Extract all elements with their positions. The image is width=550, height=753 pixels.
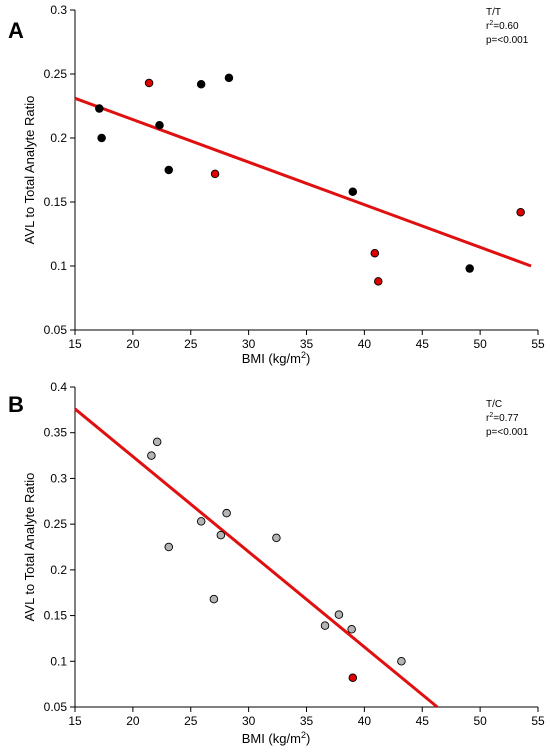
- panel-b-y-label: AVL to Total Analyte Ratio: [22, 473, 37, 622]
- panel-a-x-tick-label: 35: [300, 337, 314, 351]
- panel-a-p-value: p=<0.001: [486, 35, 529, 46]
- panel-a-genotype-label: T/T: [486, 7, 501, 18]
- panel-b-y-tick-label: 0.4: [50, 380, 67, 394]
- panel-b-p-value: p=<0.001: [486, 427, 529, 438]
- panel-b-regression-line: [74, 407, 439, 709]
- panel-b-point-gray: [397, 657, 406, 666]
- panel-b: B 0.05 0.1 0.15 0.2 0.25 0.3 0.35 0.4 15 20 25 30 3…: [8, 380, 545, 746]
- panel-a-x-tick-label: 45: [416, 337, 430, 351]
- panel-a-x-tick-label: 55: [531, 337, 545, 351]
- panel-b-r-squared: r2=0.77: [486, 412, 519, 424]
- panel-a-x-tick-label: 25: [184, 337, 198, 351]
- panel-b-x-tick-label: 45: [416, 714, 430, 728]
- panel-b-point-gray: [152, 437, 162, 447]
- panel-b-y-tick-label: 0.1: [50, 654, 67, 668]
- panel-b-stats-annotation: T/C r2=0.77 p=<0.001: [486, 399, 529, 438]
- panel-b-y-tick-label: 0.3: [50, 471, 67, 485]
- panel-a-point-black: [155, 120, 164, 130]
- panel-a-point-red: [210, 169, 220, 179]
- panel-b-point-gray: [334, 610, 344, 619]
- panel-a-regression-line: [74, 96, 532, 268]
- panel-b-x-tick-label: 15: [68, 714, 82, 728]
- panel-b-y-tick-label: 0.15: [44, 609, 68, 623]
- panel-a-y-tick-label: 0.1: [50, 259, 67, 273]
- panel-a-point-black: [465, 264, 474, 273]
- panel-b-point-gray: [320, 621, 330, 630]
- panel-a-x-tick-label: 30: [242, 337, 256, 351]
- panel-a-point-black: [97, 133, 106, 143]
- panel-a-y-tick-label: 0.05: [44, 323, 68, 337]
- panel-a-x-tick-label: 50: [473, 337, 487, 351]
- panel-b-genotype-label: T/C: [486, 399, 502, 410]
- panel-b-y-tick-label: 0.25: [44, 517, 68, 531]
- panel-a-point-red: [374, 277, 383, 286]
- panel-a-x-ticks: 15 20 25 30 35 40 45 50 55: [68, 330, 545, 351]
- panel-b-point-gray: [216, 530, 226, 540]
- panel-b-x-tick-label: 30: [242, 714, 256, 728]
- panel-a-points: [95, 73, 525, 286]
- panel-a-x-tick-label: 15: [68, 337, 82, 351]
- panel-a-stats-annotation: T/T r2=0.60 p=<0.001: [486, 7, 529, 46]
- panel-b-point-gray: [164, 542, 174, 552]
- panel-a-letter: A: [8, 18, 24, 43]
- panel-a-point-black: [224, 73, 234, 83]
- panel-b-letter: B: [8, 392, 24, 417]
- panel-b-x-tick-label: 25: [184, 714, 198, 728]
- panel-a-point-black: [348, 187, 358, 197]
- panel-b-point-gray: [209, 594, 219, 604]
- panel-b-x-tick-label: 40: [358, 714, 372, 728]
- panel-b-y-tick-label: 0.05: [44, 700, 68, 714]
- panel-a-y-tick-label: 0.2: [50, 131, 67, 145]
- panel-b-points: [147, 437, 406, 682]
- panel-b-x-label: BMI (kg/m2): [242, 730, 311, 746]
- panel-a-y-tick-label: 0.3: [50, 3, 67, 17]
- panel-a-y-label: AVL to Total Analyte Ratio: [22, 96, 37, 245]
- panel-b-x-tick-label: 35: [300, 714, 314, 728]
- panel-b-y-tick-label: 0.35: [44, 426, 68, 440]
- panel-a-y-ticks: 0.05 0.1 0.15 0.2 0.25 0.3: [44, 3, 75, 337]
- panel-b-x-tick-label: 55: [531, 714, 545, 728]
- panel-b-x-tick-label: 20: [126, 714, 140, 728]
- panel-b-point-gray: [196, 517, 206, 526]
- panel-a-point-red: [370, 248, 380, 258]
- panel-a-y-tick-label: 0.25: [44, 67, 68, 81]
- panel-a-x-label: BMI (kg/m2): [242, 350, 311, 366]
- panel-b-point-gray: [147, 451, 156, 460]
- panel-b-point-gray: [272, 533, 281, 543]
- panel-a-point-black: [164, 165, 174, 175]
- panel-b-y-ticks: 0.05 0.1 0.15 0.2 0.25 0.3 0.35 0.4: [44, 380, 75, 714]
- panel-a-point-black: [196, 79, 206, 89]
- panel-b-x-ticks: 15 20 25 30 35 40 45 50 55: [68, 707, 545, 728]
- panel-a: A 0.05 0.1 0.15 0.2 0.25 0.3 15 20 25 30 35 40 45 50…: [8, 3, 545, 366]
- panel-a-point-red: [144, 78, 154, 88]
- panel-a-r-squared: r2=0.60: [486, 20, 519, 32]
- panel-b-point-red: [348, 673, 358, 682]
- panel-b-point-gray: [222, 508, 231, 518]
- panel-a-point-red: [516, 207, 525, 217]
- panel-a-x-tick-label: 20: [126, 337, 140, 351]
- panel-a-point-black: [95, 104, 104, 113]
- panel-a-y-tick-label: 0.15: [44, 195, 68, 209]
- panel-a-x-tick-label: 40: [358, 337, 372, 351]
- panel-b-point-gray: [347, 625, 356, 634]
- panel-b-y-tick-label: 0.2: [50, 563, 67, 577]
- panel-b-x-tick-label: 50: [473, 714, 487, 728]
